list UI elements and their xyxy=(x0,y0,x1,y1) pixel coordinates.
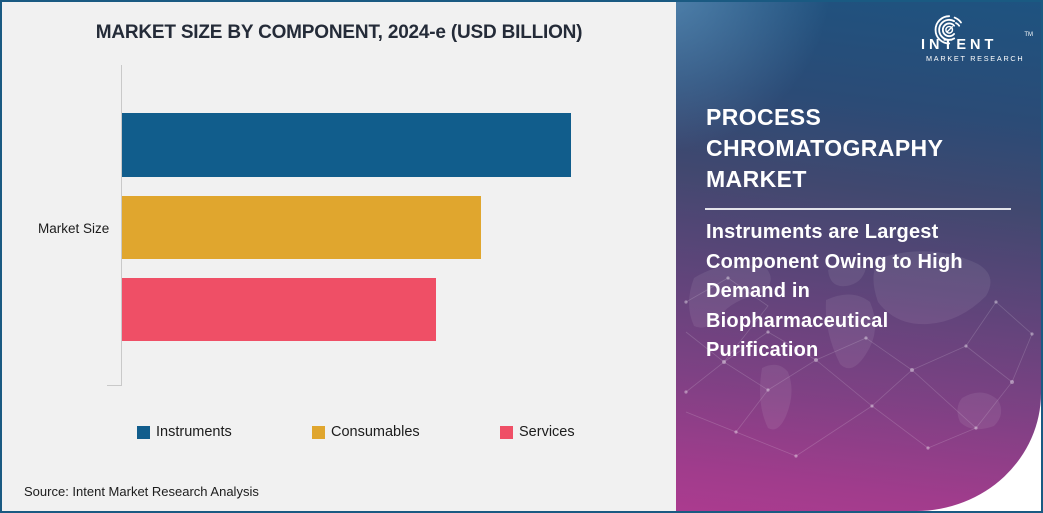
source-note: Source: Intent Market Research Analysis xyxy=(24,484,259,499)
logo-trademark: TM xyxy=(1024,32,1033,38)
panel-subtitle-line-2: Component Owing to High xyxy=(706,250,963,273)
panel-title-line-1: PROCESS xyxy=(706,104,822,130)
legend-item-instruments: Instruments xyxy=(137,424,232,440)
logo-brand-text: INTENT xyxy=(921,37,998,53)
bar-instruments xyxy=(122,113,571,177)
y-axis-label: Market Size xyxy=(38,221,110,236)
legend-label-instruments: Instruments xyxy=(156,424,232,440)
legend-swatch-consumables xyxy=(312,425,325,439)
legend-label-services: Services xyxy=(519,424,575,440)
intent-logo-radar-icon xyxy=(934,15,962,45)
legend-item-consumables: Consumables xyxy=(312,424,420,440)
y-axis-line xyxy=(121,65,122,385)
panel-subtitle: Instruments are Largest Component Owing … xyxy=(706,218,1016,366)
panel-title-line-3: MARKET xyxy=(706,166,807,192)
chart-title: MARKET SIZE BY COMPONENT, 2024-e (USD BI… xyxy=(95,22,583,43)
chart-section: MARKET SIZE BY COMPONENT, 2024-e (USD BI… xyxy=(2,2,676,511)
intent-market-research-logo: INTENT TM MARKET RESEARCH xyxy=(917,10,1033,66)
panel-subtitle-line-4: Biopharmaceutical xyxy=(706,309,889,332)
panel-subtitle-line-5: Purification xyxy=(706,339,819,361)
legend-swatch-instruments xyxy=(137,425,150,439)
logo-tagline-text: MARKET RESEARCH xyxy=(926,54,1025,63)
panel-subtitle-line-3: Demand in xyxy=(706,280,811,302)
panel-title: PROCESS CHROMATOGRAPHY MARKET xyxy=(706,102,943,195)
side-panel: PROCESS CHROMATOGRAPHY MARKET Instrument… xyxy=(676,2,1041,511)
legend-label-consumables: Consumables xyxy=(331,424,420,440)
panel-divider xyxy=(705,208,1011,210)
legend-item-services: Services xyxy=(500,424,575,440)
panel-title-line-2: CHROMATOGRAPHY xyxy=(706,135,944,161)
panel-subtitle-line-1: Instruments are Largest xyxy=(706,221,939,243)
y-axis-tick xyxy=(107,385,122,386)
bar-services xyxy=(122,278,436,341)
side-panel-container: PROCESS CHROMATOGRAPHY MARKET Instrument… xyxy=(676,2,1041,511)
chart-legend: Instruments Consumables Services xyxy=(2,424,676,442)
bar-consumables xyxy=(122,196,481,259)
legend-swatch-services xyxy=(500,425,513,439)
